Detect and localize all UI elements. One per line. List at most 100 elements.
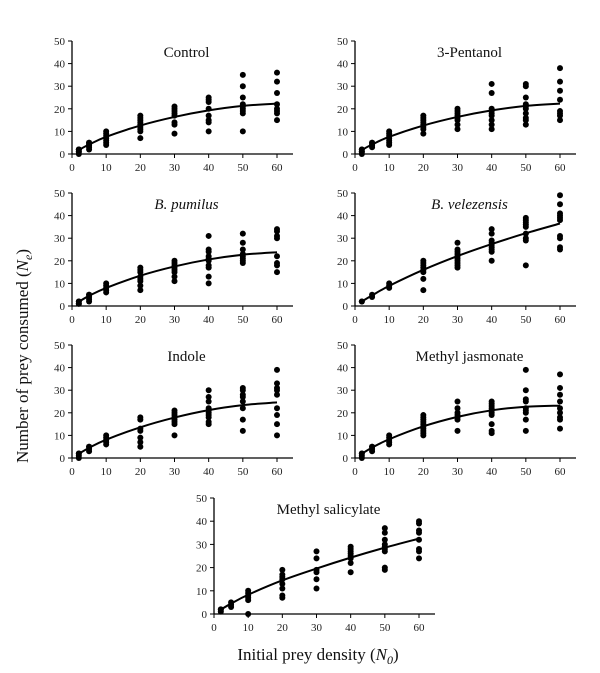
y-tick-label: 30 — [337, 385, 349, 397]
y-tick-label: 20 — [54, 104, 66, 116]
data-point — [137, 439, 144, 446]
y-tick-label: 10 — [196, 586, 208, 598]
data-point — [488, 237, 495, 244]
x-tick-label: 30 — [169, 314, 181, 326]
x-tick-label: 0 — [69, 162, 75, 174]
data-point — [557, 210, 563, 217]
data-point — [137, 443, 144, 450]
y-tick-label: 0 — [202, 609, 208, 621]
y-tick-label: 50 — [337, 340, 349, 352]
data-point — [245, 611, 252, 617]
y-tick-label: 40 — [54, 363, 66, 375]
data-point — [274, 253, 280, 260]
data-point — [488, 121, 495, 128]
panel-title: 3-Pentanol — [437, 45, 502, 61]
data-point — [347, 559, 354, 566]
y-tick-label: 40 — [54, 211, 66, 223]
data-point — [239, 427, 246, 434]
y-tick-label: 40 — [337, 59, 349, 71]
x-tick-label: 20 — [418, 162, 430, 174]
data-point — [420, 275, 427, 282]
y-tick-label: 50 — [54, 36, 66, 48]
data-point — [386, 432, 393, 439]
y-tick-label: 10 — [54, 430, 66, 442]
data-point — [557, 391, 563, 398]
y-tick-label: 10 — [54, 126, 66, 138]
data-point — [239, 246, 246, 253]
data-point — [274, 421, 280, 428]
y-tick-label: 20 — [54, 256, 66, 268]
data-point — [171, 278, 178, 285]
data-point — [454, 121, 461, 128]
data-point — [522, 110, 529, 117]
x-tick-label: 0 — [69, 314, 75, 326]
data-point — [205, 387, 212, 394]
data-point — [416, 527, 422, 534]
x-tick-label: 50 — [237, 162, 249, 174]
data-point — [557, 192, 563, 199]
data-point — [522, 121, 529, 128]
x-tick-label: 50 — [520, 314, 532, 326]
y-tick-label: 30 — [54, 81, 66, 93]
data-point — [488, 257, 495, 264]
y-tick-label: 20 — [196, 563, 208, 575]
fit-curve — [78, 251, 278, 303]
x-tick-label: 10 — [101, 314, 113, 326]
x-tick-label: 10 — [101, 162, 113, 174]
x-tick-label: 50 — [237, 314, 249, 326]
data-point — [205, 398, 212, 405]
data-point — [522, 262, 529, 269]
x-tick-label: 0 — [211, 622, 217, 634]
data-point — [279, 571, 286, 578]
y-tick-label: 30 — [54, 385, 66, 397]
data-point — [239, 128, 246, 135]
data-point — [239, 239, 246, 246]
x-tick-label: 20 — [277, 622, 289, 634]
y-tick-label: 30 — [337, 81, 349, 93]
data-point — [454, 398, 461, 405]
data-point — [522, 366, 529, 373]
data-point — [488, 126, 495, 133]
x-tick-label: 20 — [135, 466, 147, 478]
x-tick-label: 0 — [69, 466, 75, 478]
data-point — [347, 543, 354, 550]
data-point — [488, 80, 495, 87]
y-tick-label: 30 — [196, 539, 208, 551]
y-tick-label: 10 — [337, 278, 349, 290]
data-point — [347, 569, 354, 576]
panel-title: Methyl salicylate — [277, 502, 381, 518]
data-point — [488, 421, 495, 428]
x-tick-label: 40 — [203, 314, 215, 326]
data-point — [137, 282, 144, 289]
data-point — [239, 83, 246, 90]
y-tick-label: 0 — [343, 301, 349, 313]
data-point — [522, 214, 529, 221]
data-point — [274, 69, 280, 76]
x-tick-label: 30 — [452, 466, 464, 478]
y-tick-label: 50 — [54, 188, 66, 200]
data-point — [381, 564, 388, 571]
data-point — [557, 244, 563, 251]
data-point — [239, 416, 246, 423]
x-tick-label: 20 — [418, 466, 430, 478]
data-point — [557, 108, 563, 115]
data-point — [557, 384, 563, 391]
x-tick-label: 20 — [135, 162, 147, 174]
panel-methyl-jasmonate: 0 10 20 30 40 50 0 10 20 30 40 50 60 Methyl jasmonate — [337, 340, 576, 478]
data-point — [205, 117, 212, 124]
data-point — [488, 398, 495, 405]
data-point — [454, 409, 461, 416]
panel-title: Methyl jasmonate — [416, 349, 524, 365]
y-tick-label: 50 — [54, 340, 66, 352]
data-point — [205, 246, 212, 253]
x-tick-label: 50 — [379, 622, 391, 634]
y-tick-label: 50 — [196, 493, 208, 505]
data-point — [488, 89, 495, 96]
data-point — [416, 555, 422, 562]
data-point — [557, 425, 563, 432]
x-tick-label: 10 — [384, 162, 396, 174]
data-point — [420, 257, 427, 264]
data-point — [239, 230, 246, 237]
data-point — [171, 407, 178, 414]
